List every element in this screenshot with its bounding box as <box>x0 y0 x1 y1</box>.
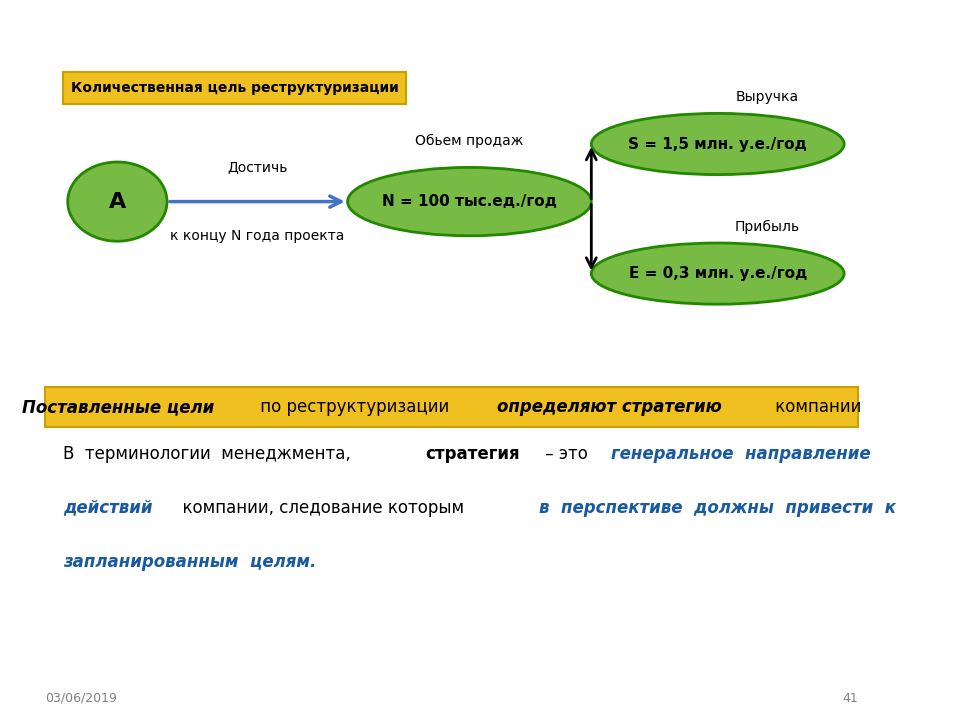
Text: Прибыль: Прибыль <box>734 220 800 234</box>
Text: определяют стратегию: определяют стратегию <box>497 398 722 416</box>
Text: А: А <box>108 192 126 212</box>
Ellipse shape <box>591 114 844 175</box>
FancyBboxPatch shape <box>45 387 857 427</box>
Text: стратегия: стратегия <box>425 444 519 463</box>
Text: В  терминологии  менеджмента,: В терминологии менеджмента, <box>63 444 362 463</box>
Text: – это: – это <box>540 444 598 463</box>
Ellipse shape <box>348 168 591 236</box>
Text: Обьем продаж: Обьем продаж <box>416 133 523 148</box>
Text: N = 100 тыс.ед./год: N = 100 тыс.ед./год <box>382 194 557 209</box>
Text: действий: действий <box>63 499 153 517</box>
Ellipse shape <box>591 243 844 305</box>
Text: S = 1,5 млн. у.е./год: S = 1,5 млн. у.е./год <box>628 137 807 151</box>
Text: запланированным  целям.: запланированным целям. <box>63 553 317 570</box>
FancyBboxPatch shape <box>63 72 406 104</box>
Text: 41: 41 <box>842 692 857 705</box>
Text: 03/06/2019: 03/06/2019 <box>45 692 117 705</box>
Circle shape <box>68 162 167 241</box>
Text: по реструктуризации: по реструктуризации <box>255 398 455 416</box>
Text: компании, следование которым: компании, следование которым <box>172 499 474 517</box>
Text: в  перспективе  должны  привести  к: в перспективе должны привести к <box>539 499 896 517</box>
Text: к концу N года проекта: к концу N года проекта <box>170 229 345 243</box>
Text: генеральное  направление: генеральное направление <box>611 444 871 463</box>
Text: Выручка: Выручка <box>735 91 799 104</box>
Text: компании: компании <box>770 398 861 416</box>
Text: Количественная цель реструктуризации: Количественная цель реструктуризации <box>71 81 398 95</box>
Text: E = 0,3 млн. у.е./год: E = 0,3 млн. у.е./год <box>629 266 807 281</box>
Text: Достичь: Достичь <box>228 161 287 174</box>
Text: Поставленные цели: Поставленные цели <box>22 398 214 416</box>
